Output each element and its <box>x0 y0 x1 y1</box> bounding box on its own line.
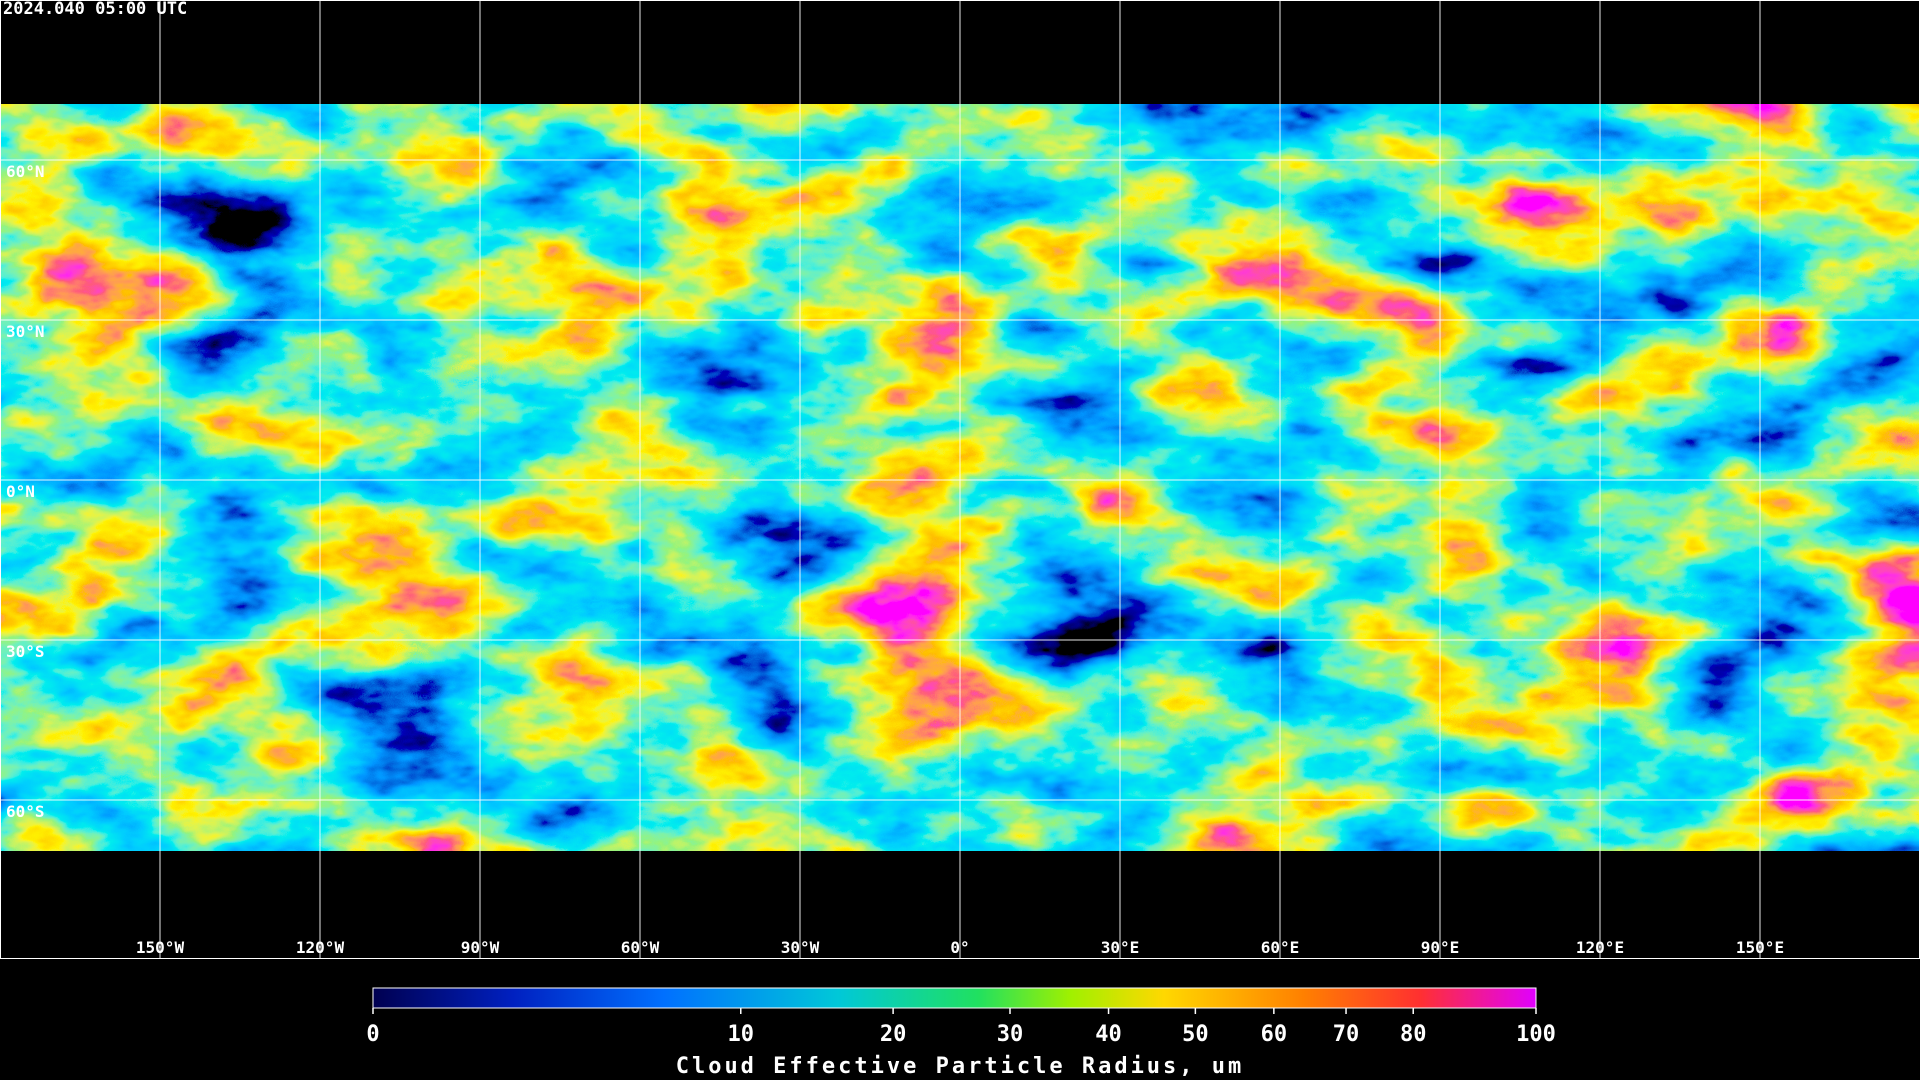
colorbar <box>372 987 1537 1009</box>
colorbar-tick-label: 30 <box>997 1022 1024 1047</box>
longitude-label: 120°E <box>1576 938 1624 957</box>
colorbar-tick-label: 20 <box>880 1022 907 1047</box>
longitude-label: 30°W <box>781 938 820 957</box>
latitude-label: 60°N <box>6 162 45 181</box>
colorbar-tick-label: 70 <box>1333 1022 1360 1047</box>
colorbar-tick-label: 80 <box>1400 1022 1427 1047</box>
longitude-label: 0° <box>950 938 969 957</box>
colorbar-tick-label: 50 <box>1182 1022 1209 1047</box>
colorbar-tick-label: 60 <box>1261 1022 1288 1047</box>
colorbar-tick-label: 100 <box>1516 1022 1556 1047</box>
longitude-label: 90°E <box>1421 938 1460 957</box>
colorbar-tick-label: 10 <box>728 1022 755 1047</box>
latitude-label: 30°S <box>6 642 45 661</box>
colorbar-tick-label: 40 <box>1095 1022 1122 1047</box>
longitude-label: 30°E <box>1101 938 1140 957</box>
longitude-label: 60°W <box>621 938 660 957</box>
longitude-label: 120°W <box>296 938 345 957</box>
latitude-label: 30°N <box>6 322 45 341</box>
longitude-label: 60°E <box>1261 938 1300 957</box>
colorbar-tick-label: 0 <box>366 1022 379 1047</box>
timestamp: 2024.040 05:00 UTC <box>3 0 187 19</box>
longitude-label: 150°E <box>1736 938 1784 957</box>
latitude-label: 0°N <box>6 482 35 501</box>
longitude-label: 90°W <box>461 938 500 957</box>
latitude-label: 60°S <box>6 802 45 821</box>
graticule <box>0 0 1920 958</box>
longitude-label: 150°W <box>136 938 185 957</box>
colorbar-title: Cloud Effective Particle Radius, um <box>676 1054 1245 1079</box>
